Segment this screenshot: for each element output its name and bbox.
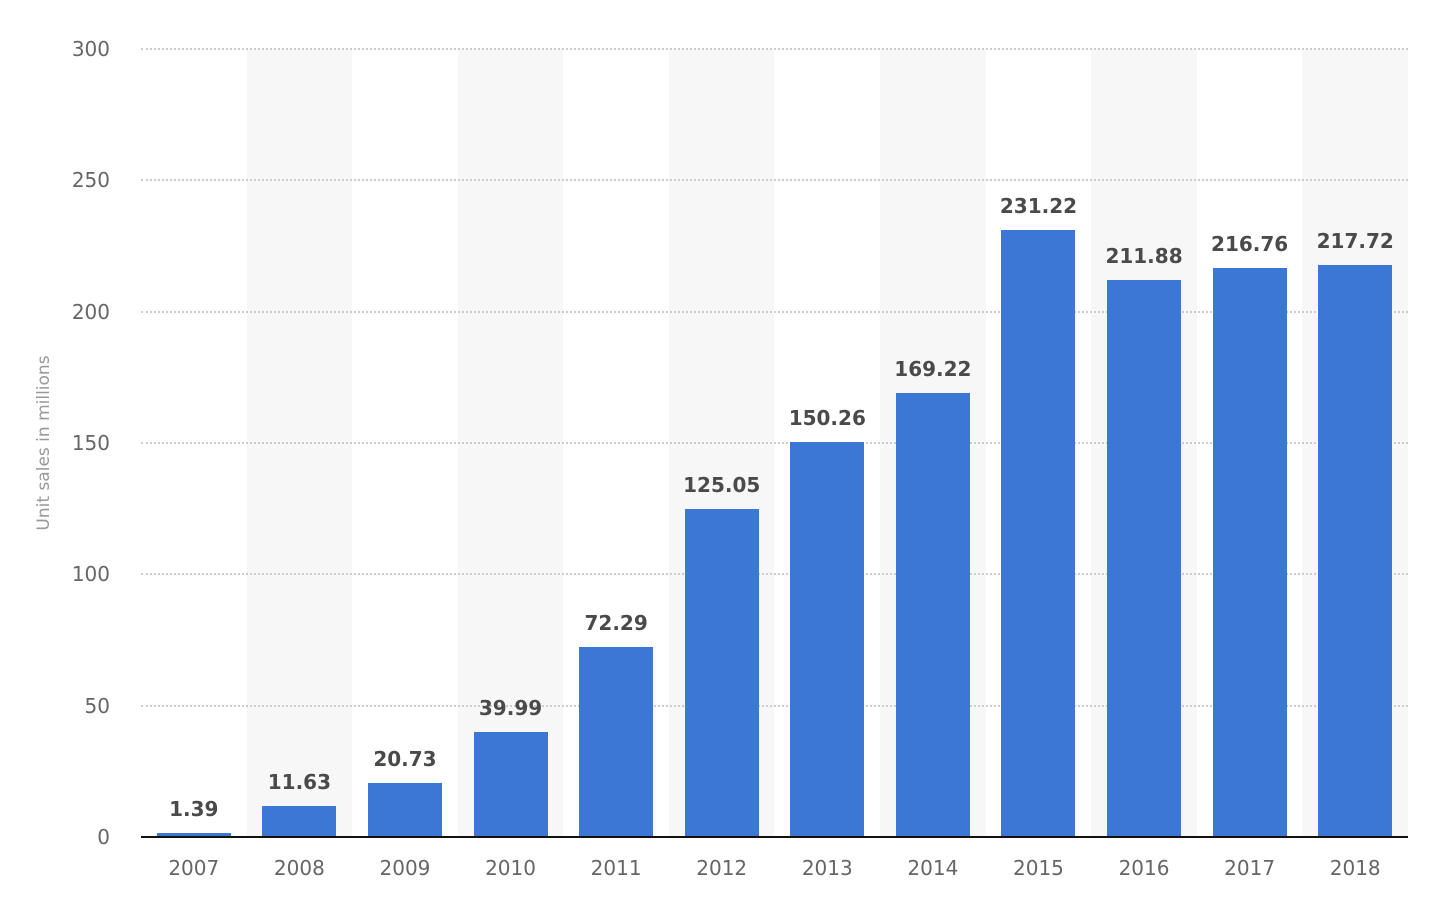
gridline [141,704,1408,707]
gridline [141,179,1408,182]
gridline [141,442,1408,444]
bar-2012[interactable] [684,508,759,837]
y-tick-label: 0 [97,825,110,849]
value-label: 39.99 [478,695,543,720]
bar-2009[interactable] [367,782,442,837]
bar-2011[interactable] [579,647,654,837]
x-tick-label: 2012 [696,856,748,880]
x-tick-label: 2014 [907,856,959,880]
x-tick-label: 2018 [1329,856,1381,880]
value-label: 11.63 [267,770,331,795]
bar-2008[interactable] [262,806,337,837]
gridline [141,573,1408,576]
value-label: 125.05 [683,472,761,497]
y-tick-label: 300 [71,37,110,61]
bar-2007[interactable] [156,833,231,837]
y-tick-label: 50 [84,693,110,718]
value-label: 72.29 [584,611,648,636]
bar-2010[interactable] [473,731,548,837]
gridline [141,48,1408,50]
x-tick-label: 2015 [1013,856,1064,880]
gridline [141,310,1408,313]
x-tick-label: 2007 [168,856,220,880]
x-tick-label: 2011 [590,856,642,880]
value-label: 1.39 [169,797,219,822]
x-tick-label: 2016 [1118,856,1170,880]
y-tick-label: 150 [71,431,110,455]
value-label: 211.88 [1105,244,1183,269]
bar-2015[interactable] [1001,229,1076,837]
x-tick-label: 2013 [801,856,853,880]
value-label: 20.73 [373,746,437,771]
bar-2014[interactable] [895,392,970,837]
bar-2016[interactable] [1107,280,1182,837]
y-tick-label: 200 [71,299,110,324]
value-label: 231.22 [999,193,1078,218]
y-tick-label: 250 [71,168,110,193]
bar-2018[interactable] [1318,265,1393,837]
bar-2017[interactable] [1212,267,1287,837]
x-tick-label: 2010 [485,856,536,880]
value-label: 150.26 [788,406,866,431]
x-tick-label: 2009 [379,856,431,880]
bar-2013[interactable] [790,442,865,837]
x-tick-label: 2008 [273,856,325,880]
y-tick-label: 100 [71,562,110,587]
value-label: 216.76 [1211,231,1289,256]
x-axis-line [141,836,1408,838]
value-label: 217.72 [1316,229,1394,254]
x-tick-label: 2017 [1224,856,1276,880]
value-label: 169.22 [894,356,972,381]
